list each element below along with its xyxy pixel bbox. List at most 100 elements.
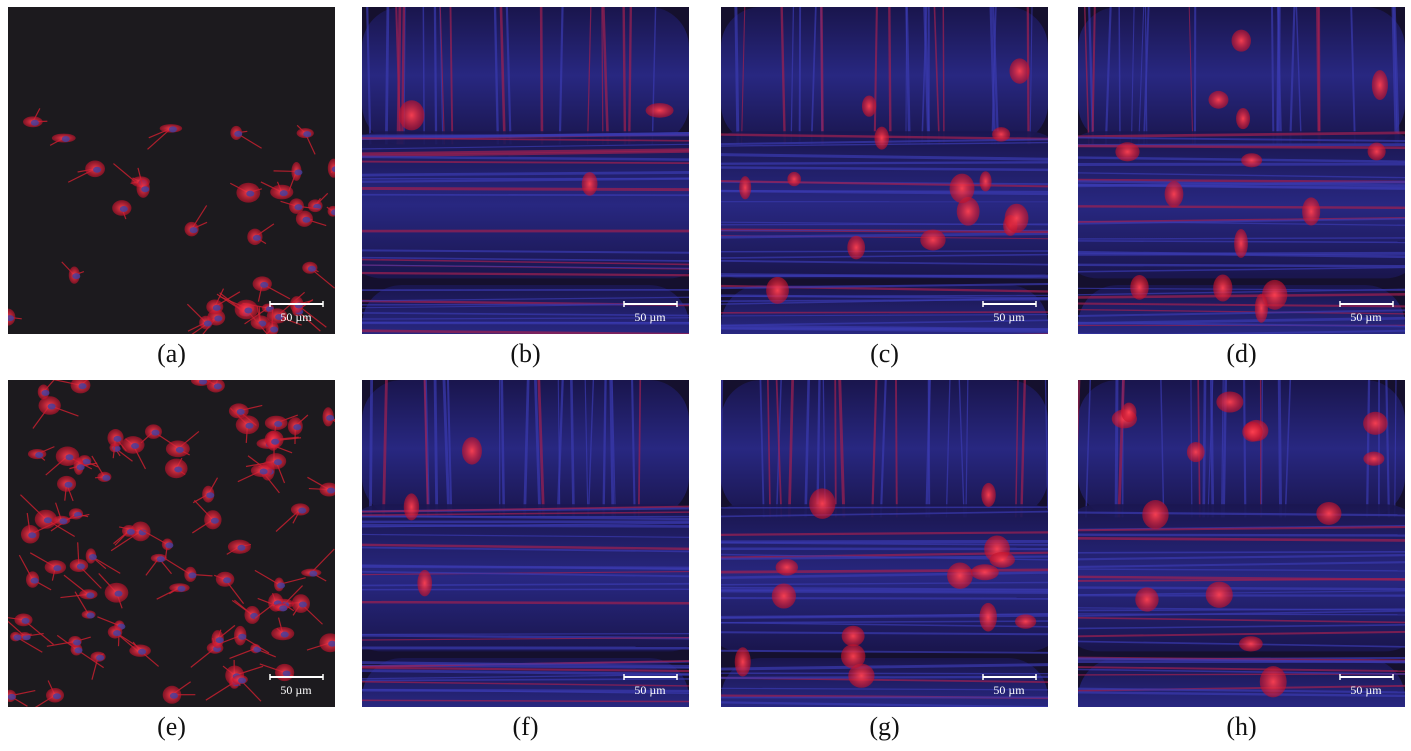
nucleus	[299, 602, 307, 608]
fiber	[736, 7, 738, 144]
nucleus	[245, 423, 253, 429]
cell	[1316, 502, 1341, 525]
cell	[847, 236, 865, 260]
cell	[1239, 636, 1263, 651]
nucleus	[115, 591, 123, 597]
nucleus	[260, 469, 268, 475]
scale-bar-label: 50 µm	[993, 310, 1025, 324]
fiber	[342, 188, 709, 189]
nucleus	[298, 507, 306, 513]
fiber	[629, 7, 631, 144]
cell	[1255, 294, 1268, 323]
cell	[1015, 614, 1036, 628]
nucleus	[238, 634, 246, 640]
scale-bar-label: 50 µm	[280, 310, 312, 324]
nucleus	[127, 529, 135, 535]
nucleus	[35, 452, 43, 458]
panel: 50 µm(b)	[342, 7, 709, 383]
cell	[947, 563, 973, 589]
nucleus	[214, 383, 222, 389]
nucleus	[138, 649, 146, 655]
fiber	[1279, 380, 1280, 517]
panel-label: (a)	[157, 339, 186, 368]
fiber	[435, 7, 436, 144]
fiber	[1058, 614, 1411, 615]
cell-process	[0, 303, 8, 317]
nucleus	[102, 475, 110, 481]
cell	[1206, 582, 1233, 608]
fiber	[721, 673, 1048, 674]
nucleus	[151, 430, 159, 436]
panel-label: (f)	[513, 712, 539, 741]
fiber	[1058, 206, 1411, 208]
cell	[646, 103, 674, 118]
fiber	[342, 602, 709, 603]
nucleus	[199, 379, 207, 385]
cell	[1121, 403, 1136, 423]
panel: 50 µm(d)	[1058, 7, 1411, 383]
fiber	[701, 251, 1068, 252]
nucleus	[22, 618, 30, 624]
nucleus	[294, 204, 302, 210]
nucleus	[211, 518, 219, 524]
micrograph	[0, 7, 343, 350]
fiber	[1078, 707, 1405, 708]
nucleus	[246, 191, 254, 197]
fiber	[1272, 7, 1273, 144]
cell	[1241, 153, 1262, 167]
nucleus	[53, 693, 61, 699]
scale-bar-label: 50 µm	[634, 683, 666, 697]
nucleus	[332, 166, 340, 172]
nucleus	[303, 131, 311, 137]
cell	[735, 647, 751, 676]
fiber	[362, 370, 689, 372]
panel: 50 µm (f)	[342, 380, 709, 746]
nucleus	[66, 454, 74, 460]
fiber	[721, 328, 1048, 329]
nucleus	[277, 582, 285, 588]
nucleus	[157, 556, 165, 562]
nucleus	[174, 466, 182, 472]
nucleus	[169, 126, 177, 132]
nucleus	[65, 482, 73, 488]
micrograph	[1058, 7, 1411, 383]
cell	[1372, 70, 1388, 100]
nucleus	[204, 320, 212, 326]
cell	[842, 626, 865, 646]
nucleus	[331, 209, 339, 215]
fiber	[1078, 374, 1405, 377]
fiber	[1078, 335, 1405, 338]
nucleus	[308, 266, 316, 272]
scale-bar-label: 50 µm	[1350, 683, 1382, 697]
panel: 50 µm(h)	[1058, 380, 1411, 746]
nucleus	[294, 169, 302, 175]
fiber	[423, 7, 424, 144]
cell	[809, 488, 835, 519]
nucleus	[327, 488, 335, 494]
nucleus	[74, 647, 82, 653]
fiber	[701, 191, 1068, 192]
cell	[776, 559, 798, 576]
fiber	[889, 7, 890, 144]
micrograph	[342, 7, 709, 383]
cell	[1236, 108, 1250, 129]
nucleus	[279, 605, 287, 611]
fiber	[435, 380, 437, 517]
nucleus	[120, 206, 128, 212]
nucleus	[170, 693, 178, 699]
panel-label: (d)	[1226, 339, 1256, 368]
cell	[1260, 666, 1287, 697]
fiber	[701, 507, 1068, 508]
cell	[404, 493, 419, 520]
nucleus	[73, 640, 81, 646]
nucleus	[302, 217, 310, 223]
cell	[417, 570, 432, 596]
nucleus	[234, 131, 242, 137]
fiber	[386, 7, 388, 144]
nucleus	[13, 635, 21, 641]
fiber	[1244, 380, 1245, 517]
cell	[992, 127, 1010, 142]
nucleus	[238, 678, 246, 684]
panel-label: (e)	[157, 712, 186, 741]
